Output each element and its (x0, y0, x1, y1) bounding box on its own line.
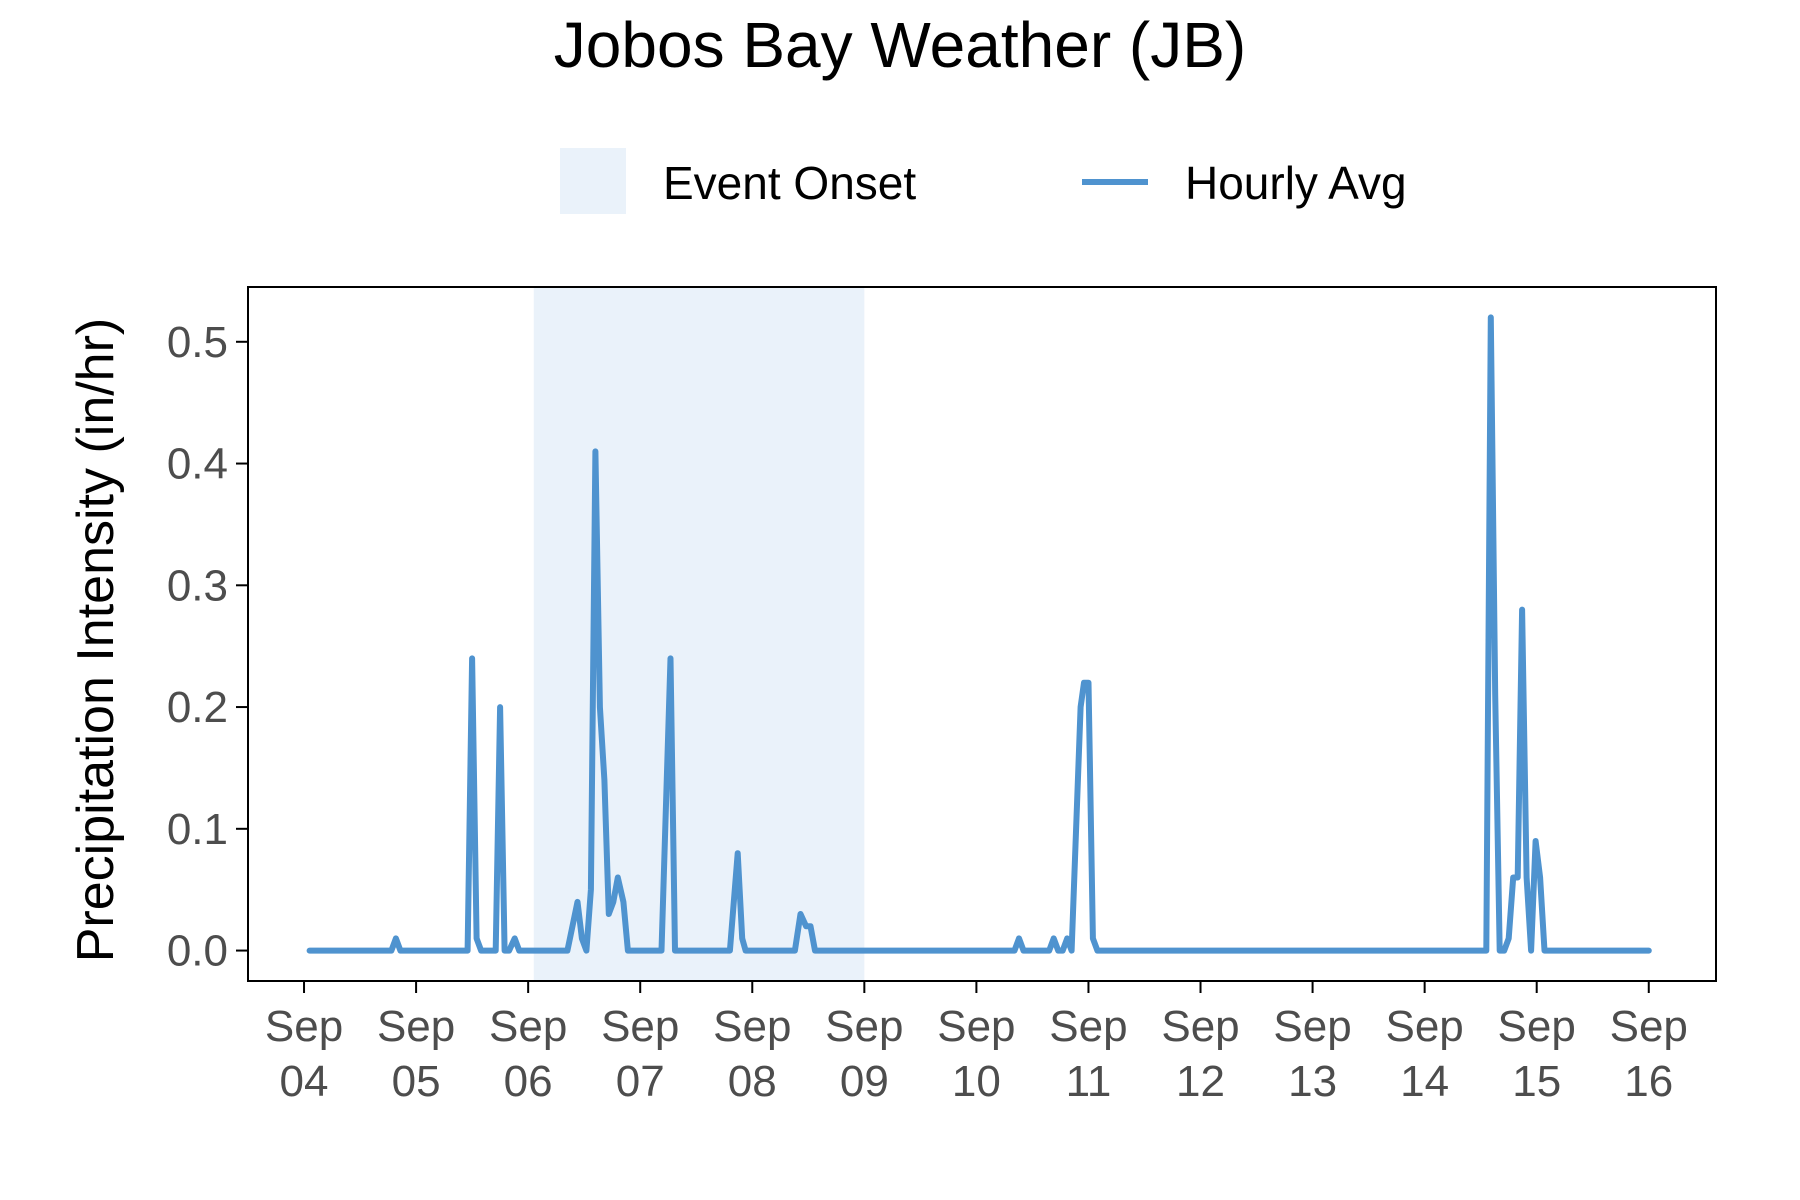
x-tick-label-month: Sep (1385, 1002, 1463, 1051)
x-tick-label-day: 12 (1176, 1057, 1225, 1106)
event-onset-band (533, 287, 865, 981)
x-tick-label-day: 06 (504, 1057, 553, 1106)
hourly-avg-swatch (1082, 179, 1148, 185)
x-tick-label-day: 14 (1400, 1057, 1449, 1106)
y-tick-label: 0.5 (167, 318, 228, 367)
y-tick-label: 0.3 (167, 561, 228, 610)
x-tick-label-month: Sep (1610, 1002, 1688, 1051)
x-tick-label-month: Sep (937, 1002, 1015, 1051)
x-tick-label-day: 09 (840, 1057, 889, 1106)
x-tick-label-day: 10 (952, 1057, 1001, 1106)
x-tick-label-day: 07 (616, 1057, 665, 1106)
x-tick-label-month: Sep (825, 1002, 903, 1051)
y-tick-label: 0.0 (167, 927, 228, 976)
y-tick-label: 0.1 (167, 805, 228, 854)
x-tick-label-day: 16 (1624, 1057, 1673, 1106)
x-tick-label-month: Sep (489, 1002, 567, 1051)
x-tick-label-month: Sep (1049, 1002, 1127, 1051)
x-tick-label-month: Sep (1498, 1002, 1576, 1051)
x-tick-label-day: 05 (392, 1057, 441, 1106)
x-tick-label-month: Sep (1273, 1002, 1351, 1051)
x-tick-label-month: Sep (601, 1002, 679, 1051)
y-tick-label: 0.2 (167, 683, 228, 732)
x-tick-label-month: Sep (265, 1002, 343, 1051)
x-tick-label-month: Sep (1161, 1002, 1239, 1051)
x-tick-label-day: 08 (728, 1057, 777, 1106)
x-tick-label-day: 04 (280, 1057, 329, 1106)
chart-title: Jobos Bay Weather (JB) (553, 9, 1247, 81)
event-onset-swatch (560, 148, 626, 214)
x-tick-label-day: 11 (1066, 1057, 1112, 1106)
y-tick-label: 0.4 (167, 440, 228, 489)
plot-panel-border (247, 286, 1717, 982)
legend-label-hourly-avg: Hourly Avg (1185, 157, 1407, 209)
x-tick-label-month: Sep (713, 1002, 791, 1051)
series-line-hourly-avg (306, 314, 1652, 954)
x-tick-label-day: 15 (1512, 1057, 1561, 1106)
legend-label-event-onset: Event Onset (663, 157, 917, 209)
x-tick-label-month: Sep (377, 1002, 455, 1051)
x-tick-label-day: 13 (1288, 1057, 1337, 1106)
